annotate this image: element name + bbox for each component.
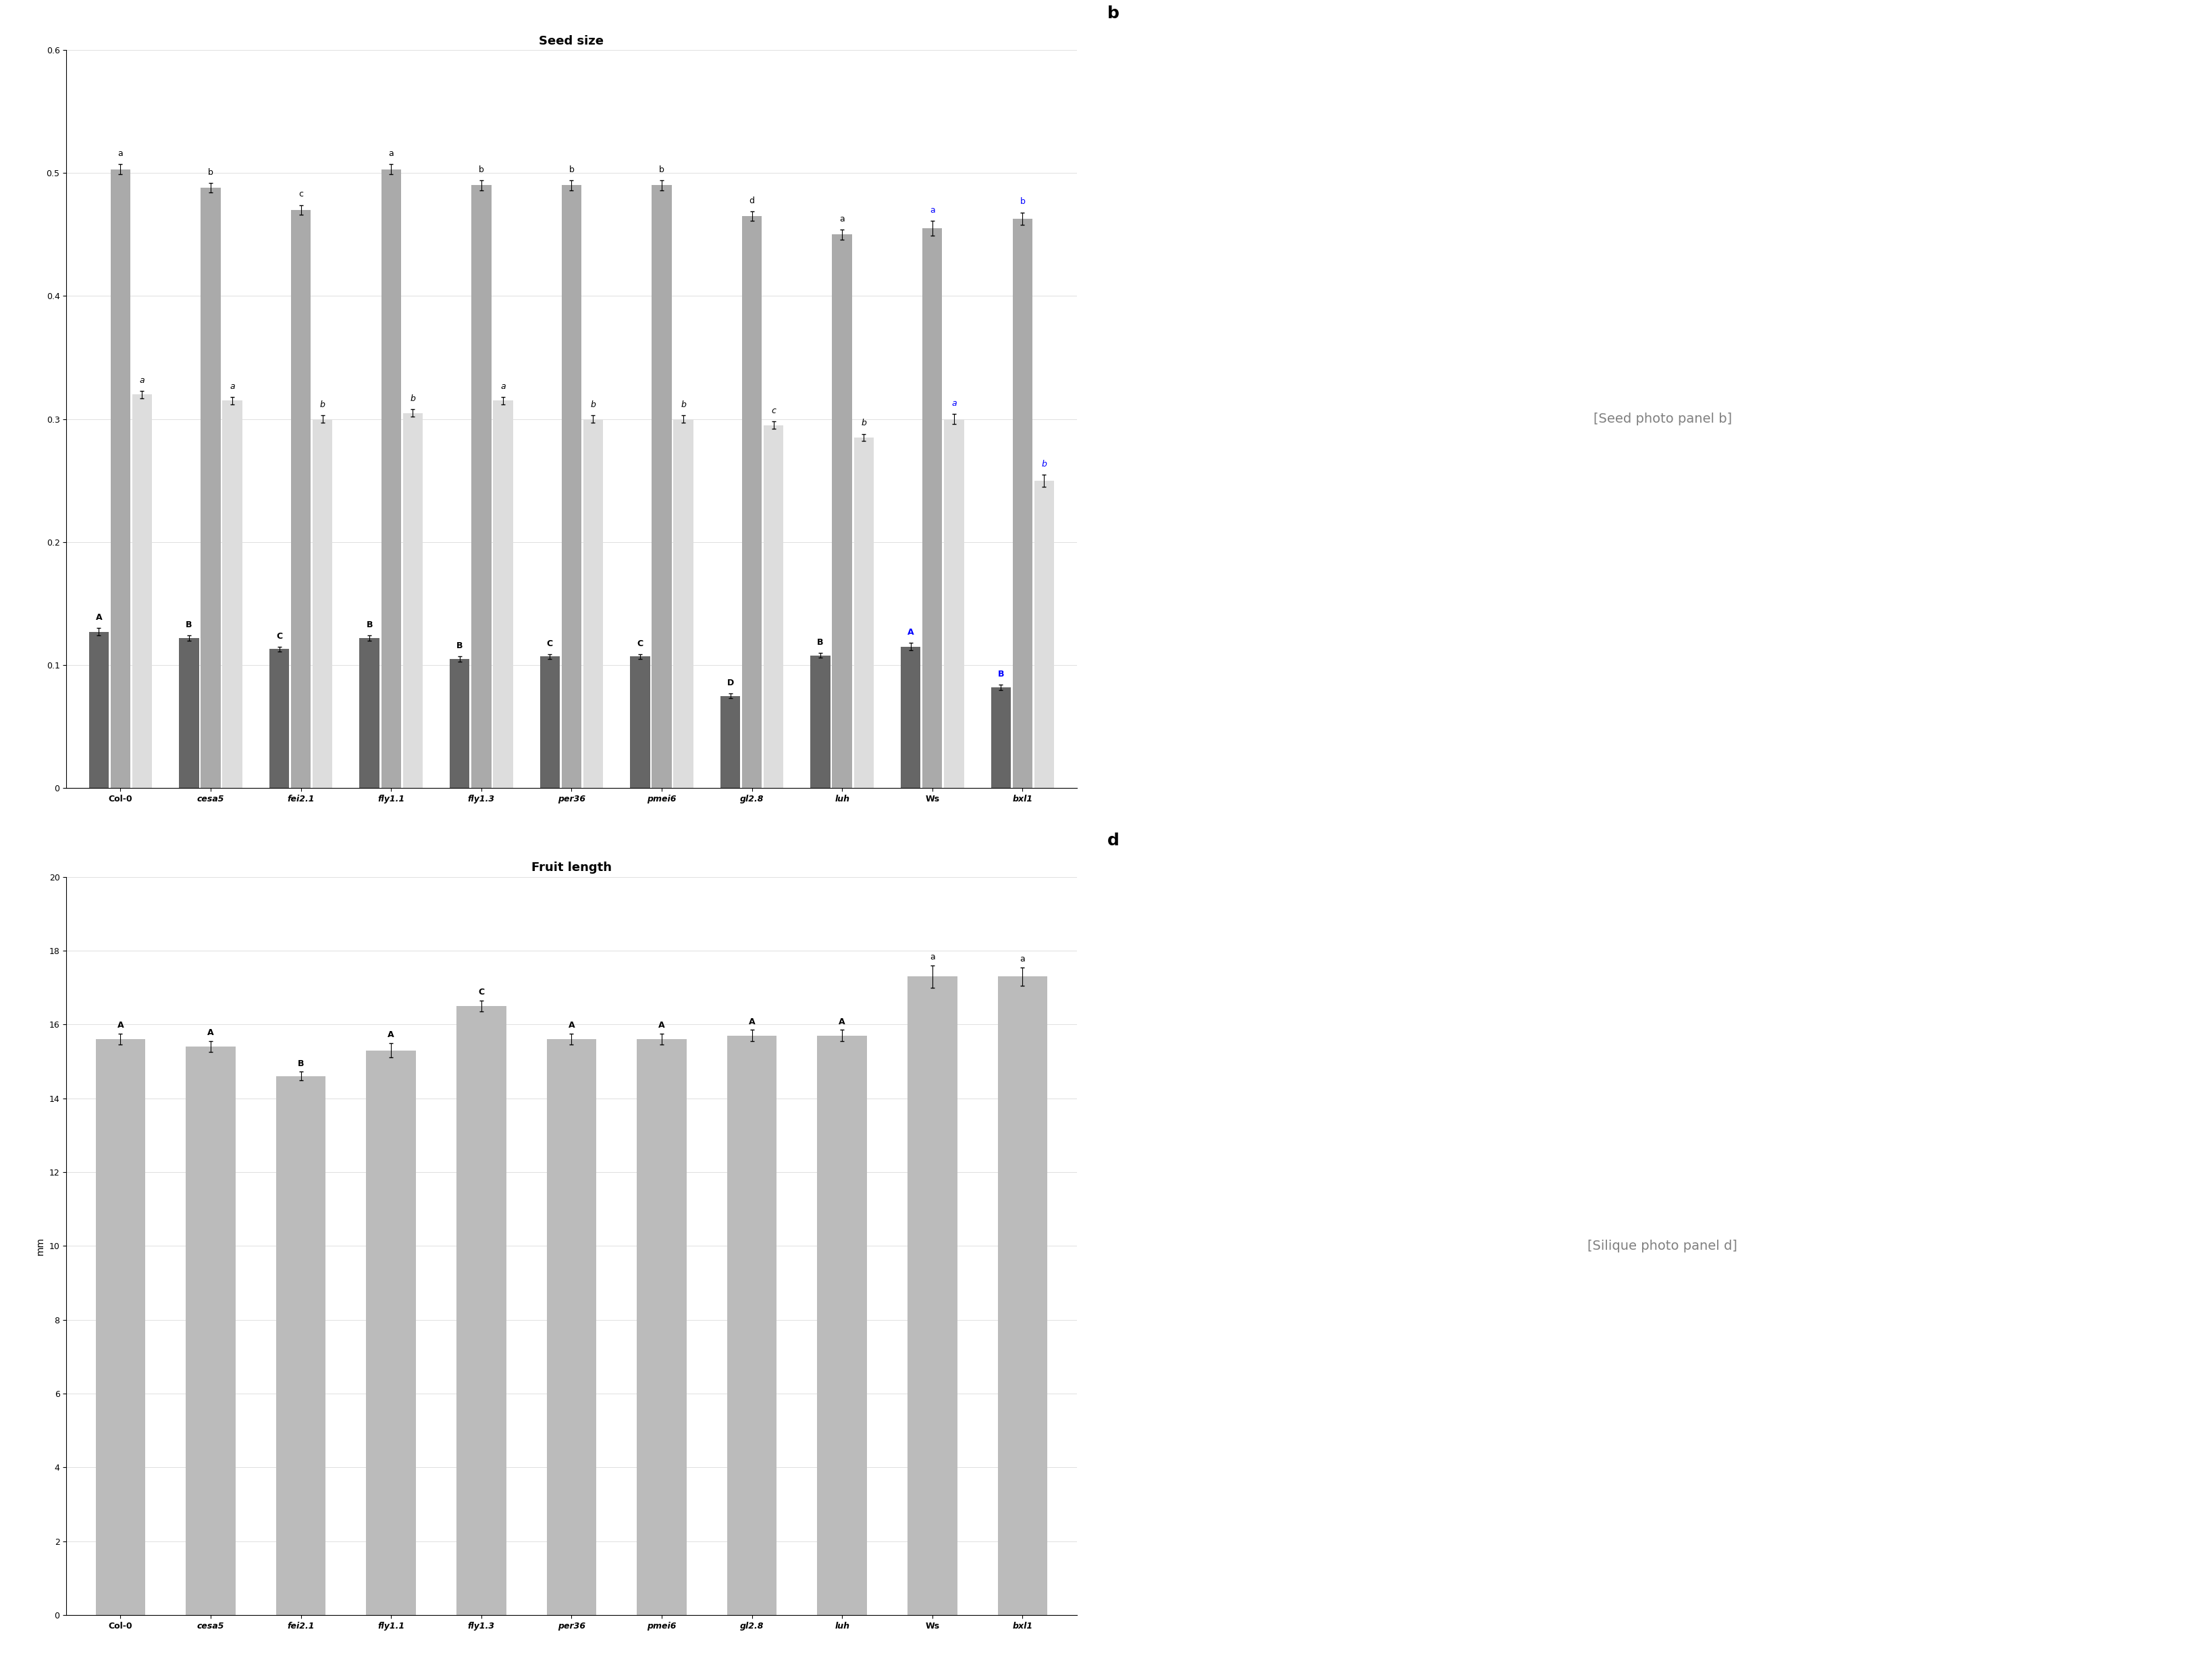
Bar bbox=[832, 235, 852, 788]
Bar bbox=[672, 420, 692, 788]
Text: B: B bbox=[816, 638, 823, 646]
Text: b: b bbox=[591, 401, 595, 410]
Text: C: C bbox=[478, 987, 484, 997]
Text: B: B bbox=[299, 1059, 303, 1067]
Text: C: C bbox=[276, 631, 283, 641]
Text: a: a bbox=[951, 400, 956, 408]
Text: A: A bbox=[117, 1021, 124, 1031]
Text: B: B bbox=[456, 641, 462, 651]
Text: B: B bbox=[367, 621, 372, 629]
Text: [Silique photo panel d]: [Silique photo panel d] bbox=[1588, 1239, 1736, 1252]
Text: A: A bbox=[838, 1017, 845, 1026]
Text: c: c bbox=[299, 190, 303, 198]
Bar bbox=[637, 1039, 686, 1615]
Bar bbox=[998, 976, 1046, 1615]
Text: b: b bbox=[860, 420, 867, 428]
Text: C: C bbox=[637, 639, 644, 648]
Text: A: A bbox=[907, 628, 914, 638]
Bar bbox=[728, 1036, 776, 1615]
Bar bbox=[653, 185, 672, 788]
Legend: Area, Length, Width: Area, Length, Width bbox=[502, 901, 639, 917]
Text: A: A bbox=[95, 613, 102, 623]
Bar bbox=[546, 1039, 597, 1615]
Bar bbox=[88, 633, 108, 788]
Bar bbox=[854, 438, 874, 788]
Text: b: b bbox=[208, 168, 212, 176]
Text: C: C bbox=[546, 639, 553, 648]
Bar bbox=[1035, 481, 1055, 788]
Bar bbox=[816, 1036, 867, 1615]
Bar bbox=[95, 1039, 146, 1615]
Text: A: A bbox=[208, 1029, 215, 1037]
Text: a: a bbox=[139, 376, 144, 385]
Text: [Seed photo panel b]: [Seed photo panel b] bbox=[1593, 413, 1732, 426]
Text: b: b bbox=[409, 395, 416, 403]
Text: b: b bbox=[1020, 198, 1024, 206]
Text: b: b bbox=[321, 401, 325, 410]
Text: a: a bbox=[117, 150, 124, 158]
Bar bbox=[493, 401, 513, 788]
Bar bbox=[133, 395, 153, 788]
Bar bbox=[186, 1047, 234, 1615]
Bar bbox=[201, 188, 221, 788]
Bar bbox=[312, 420, 332, 788]
Text: D: D bbox=[728, 679, 734, 688]
Bar bbox=[1013, 218, 1033, 788]
Bar bbox=[270, 649, 290, 788]
Text: A: A bbox=[387, 1031, 394, 1039]
Bar bbox=[630, 656, 650, 788]
Text: A: A bbox=[748, 1017, 754, 1026]
Bar bbox=[900, 646, 920, 788]
Text: a: a bbox=[500, 381, 507, 391]
Text: b: b bbox=[659, 165, 664, 175]
Text: a: a bbox=[929, 206, 936, 215]
Bar bbox=[991, 688, 1011, 788]
Bar bbox=[179, 638, 199, 788]
Text: A: A bbox=[568, 1021, 575, 1031]
Bar bbox=[945, 420, 964, 788]
Text: B: B bbox=[998, 669, 1004, 679]
Title: Fruit length: Fruit length bbox=[531, 862, 613, 874]
Title: Seed size: Seed size bbox=[540, 35, 604, 47]
Bar bbox=[276, 1076, 325, 1615]
Bar bbox=[471, 185, 491, 788]
Bar bbox=[403, 413, 422, 788]
Text: a: a bbox=[1020, 954, 1024, 964]
Bar bbox=[810, 656, 830, 788]
Bar bbox=[223, 401, 243, 788]
Bar bbox=[380, 170, 400, 788]
Bar bbox=[292, 210, 312, 788]
Text: d: d bbox=[750, 196, 754, 205]
Text: a: a bbox=[389, 150, 394, 158]
Text: a: a bbox=[929, 952, 936, 962]
Text: B: B bbox=[186, 621, 192, 629]
Bar bbox=[907, 976, 958, 1615]
Text: c: c bbox=[772, 406, 776, 415]
Bar bbox=[111, 170, 131, 788]
Bar bbox=[449, 659, 469, 788]
Text: b: b bbox=[1042, 460, 1046, 468]
Bar bbox=[562, 185, 582, 788]
Bar bbox=[741, 216, 761, 788]
Bar bbox=[367, 1051, 416, 1615]
Bar bbox=[361, 638, 380, 788]
Bar bbox=[721, 696, 741, 788]
Text: b: b bbox=[478, 165, 484, 175]
Text: A: A bbox=[659, 1021, 666, 1031]
Text: b: b bbox=[568, 165, 575, 175]
Bar bbox=[540, 656, 560, 788]
Text: b: b bbox=[681, 401, 686, 410]
Bar bbox=[456, 1006, 507, 1615]
Text: a: a bbox=[230, 381, 234, 391]
Bar bbox=[763, 425, 783, 788]
Text: b: b bbox=[1106, 5, 1119, 22]
Y-axis label: mm: mm bbox=[35, 1237, 44, 1255]
Bar bbox=[922, 228, 942, 788]
Text: a: a bbox=[841, 215, 845, 223]
Bar bbox=[584, 420, 604, 788]
Text: d: d bbox=[1106, 832, 1119, 849]
